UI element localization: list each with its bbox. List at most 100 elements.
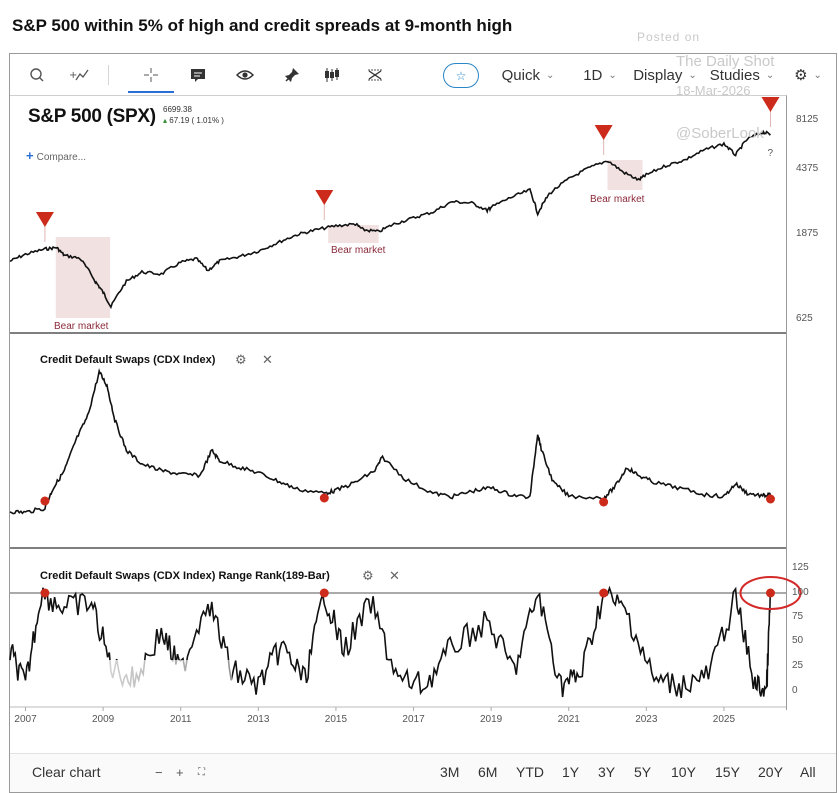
chevron-down-icon: ⌄ [765, 69, 775, 81]
settings-menu[interactable]: ⚙ ⌄ [786, 55, 830, 95]
plus-icon: + [26, 148, 34, 163]
pane-rank-settings[interactable]: ⚙ [362, 568, 374, 584]
quick-menu[interactable]: Quick ⌄ [498, 55, 558, 95]
range-all[interactable]: All [800, 764, 816, 780]
comment-icon[interactable] [178, 55, 218, 95]
signal-dot [599, 588, 609, 598]
price-axis-label: 8125 [796, 114, 819, 125]
draw-line-icon[interactable]: + [64, 55, 94, 95]
close-icon: ✕ [389, 568, 400, 583]
x-tick-label: 2025 [713, 714, 736, 725]
range-ytd[interactable]: YTD [516, 764, 544, 780]
cdx-line [9, 367, 772, 515]
zoom-out-button[interactable]: − [155, 765, 163, 780]
rank-axis-label: 100 [792, 587, 809, 598]
gear-icon: ⚙ [362, 568, 374, 583]
spx-line [9, 129, 771, 310]
clear-chart-button[interactable]: Clear chart [32, 764, 101, 780]
price-axis-label: 1875 [796, 228, 819, 239]
signal-dot [40, 588, 50, 598]
interval-menu[interactable]: 1D ⌄ [578, 55, 622, 95]
range-10y[interactable]: 10Y [671, 764, 696, 780]
x-tick-label: 2013 [247, 714, 270, 725]
range-20y[interactable]: 20Y [758, 764, 783, 780]
quick-label: Quick [501, 66, 540, 84]
x-tick-label: 2017 [402, 714, 425, 725]
chart-area[interactable] [10, 95, 787, 710]
svg-text:+: + [69, 70, 77, 81]
candlestick-icon[interactable] [312, 55, 352, 95]
display-label: Display [633, 66, 683, 84]
interval-label: 1D [583, 66, 603, 84]
pin-icon[interactable] [272, 55, 312, 95]
price-axis-label: 4375 [796, 163, 819, 174]
zoom-in-button[interactable]: + [176, 765, 184, 780]
bear-market-label: Bear market [590, 194, 645, 205]
search-icon[interactable] [24, 55, 50, 95]
x-tick-label: 2023 [635, 714, 658, 725]
question-mark: ? [767, 148, 773, 159]
active-tool-indicator [128, 91, 174, 93]
chevron-down-icon: ⌄ [813, 69, 822, 81]
plus-icon: + [176, 765, 184, 780]
watermark-handle: @SoberLook [676, 125, 764, 142]
compare-button[interactable]: + Compare... [26, 148, 86, 163]
range-3y[interactable]: 3Y [598, 764, 616, 780]
signal-dot [765, 588, 775, 598]
zoom-reset-button[interactable]: ⛶ [198, 767, 205, 778]
pane-rank-close[interactable]: ✕ [389, 568, 400, 584]
favorites-button[interactable]: ☆ [443, 63, 479, 88]
rank-axis-label: 50 [792, 635, 804, 646]
x-tick-label: 2011 [170, 714, 192, 725]
pattern-icon[interactable] [355, 55, 395, 95]
range-5y[interactable]: 5Y [634, 764, 652, 780]
signal-marker [594, 125, 613, 140]
chart-toolbar: + Quick ⌄ 1D ⌄ Display ⌄ Studies ⌄ ⚙ ⌄ [10, 55, 836, 95]
price-change: 67.19 ( 1.01% ) [169, 116, 224, 125]
watermark-posted-on: Posted on [637, 30, 701, 44]
price-axis-label: 625 [796, 313, 813, 324]
chevron-down-icon: ⌄ [608, 69, 617, 81]
expand-icon: ⛶ [198, 767, 205, 778]
eye-icon[interactable] [225, 55, 265, 95]
rank-axis-label: 125 [792, 562, 809, 573]
signal-dot [765, 494, 775, 504]
signal-dot [40, 496, 50, 506]
signal-dot [319, 493, 329, 503]
bottom-bar: Clear chart − + ⛶ 3M 6M YTD 1Y 3Y 5Y 10Y… [10, 753, 836, 792]
highlight-circle [739, 576, 802, 610]
watermark-date: 18-Mar-2026 [676, 83, 751, 98]
headline: S&P 500 within 5% of high and credit spr… [12, 16, 513, 35]
range-3m[interactable]: 3M [440, 764, 460, 780]
pane-cdx-settings[interactable]: ⚙ [235, 352, 247, 368]
range-1y[interactable]: 1Y [562, 764, 580, 780]
compare-label: Compare... [36, 152, 87, 163]
display-menu[interactable]: Display ⌄ [632, 55, 698, 95]
rank-axis-label: 0 [792, 685, 798, 696]
bear-market-shade [328, 225, 379, 243]
close-icon: ✕ [262, 352, 273, 367]
crosshair-icon[interactable] [130, 55, 172, 95]
x-tick-label: 2007 [14, 714, 37, 725]
x-tick-label: 2019 [480, 714, 503, 725]
pane-rank-title: Credit Default Swaps (CDX Index) Range R… [40, 570, 330, 582]
pane-cdx-title: Credit Default Swaps (CDX Index) [40, 354, 216, 366]
last-price: 6699.38 [163, 105, 192, 114]
signal-marker [315, 190, 334, 205]
minus-icon: − [155, 765, 163, 780]
bear-market-shade [55, 237, 111, 318]
signal-marker [761, 97, 780, 112]
range-15y[interactable]: 15Y [715, 764, 740, 780]
x-tick-label: 2015 [325, 714, 348, 725]
x-tick-label: 2009 [92, 714, 115, 725]
pane-cdx-close[interactable]: ✕ [262, 352, 273, 368]
gear-icon: ⚙ [235, 352, 247, 367]
chevron-down-icon: ⌄ [545, 69, 555, 81]
signal-marker [35, 212, 54, 227]
range-6m[interactable]: 6M [478, 764, 498, 780]
star-icon: ☆ [455, 68, 467, 83]
price-readout: 6699.38 ▴ 67.19 ( 1.01% ) [163, 104, 224, 126]
studies-menu[interactable]: Studies ⌄ [708, 55, 776, 95]
bear-market-label: Bear market [54, 321, 109, 332]
